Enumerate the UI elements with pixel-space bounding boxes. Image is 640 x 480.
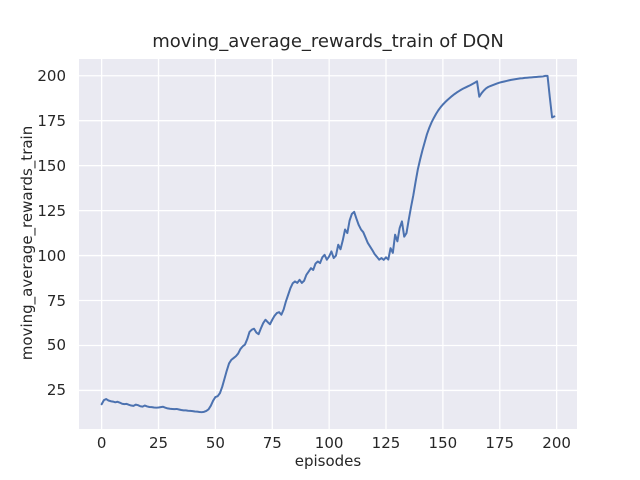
data-line xyxy=(100,74,556,414)
x-tick-label: 175 xyxy=(485,434,515,452)
y-tick-label: 25 xyxy=(46,381,66,400)
x-tick-label: 75 xyxy=(262,434,282,452)
x-tick-label: 0 xyxy=(96,434,107,452)
plot-area xyxy=(79,59,577,429)
x-tick-label: 25 xyxy=(148,434,169,452)
x-tick-label: 100 xyxy=(314,434,344,452)
chart-title: moving_average_rewards_train of DQN xyxy=(152,31,504,52)
x-tick-label: 125 xyxy=(371,434,401,452)
y-tick-label: 125 xyxy=(37,201,66,220)
y-tick-label: 75 xyxy=(46,291,66,310)
x-tick-label: 200 xyxy=(542,434,571,452)
line-plot-svg xyxy=(79,59,577,429)
y-tick-label: 175 xyxy=(37,111,66,130)
x-tick-label: 150 xyxy=(428,434,458,452)
y-tick-label: 50 xyxy=(46,336,66,355)
y-tick-label: 100 xyxy=(37,246,66,265)
x-tick-label: 50 xyxy=(205,434,225,452)
y-tick-label: 200 xyxy=(37,66,66,85)
y-tick-label: 150 xyxy=(37,156,66,175)
x-axis-label: episodes xyxy=(294,452,362,470)
